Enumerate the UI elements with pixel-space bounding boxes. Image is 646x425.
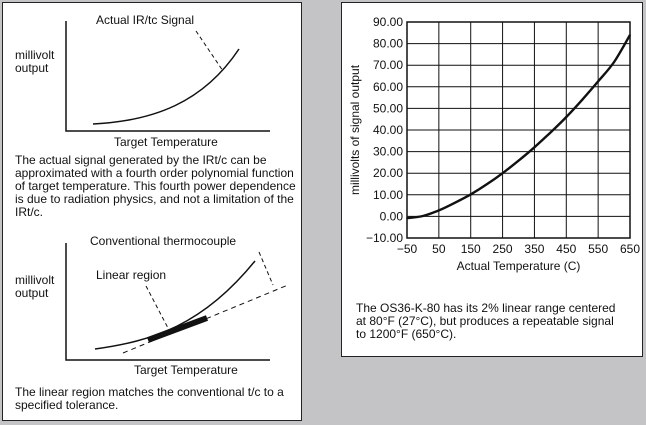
temperature-chart: −10.00 0.00 10.00 20.00 30.00 40.00 50.00 60.00… — [348, 15, 640, 273]
diagram2-axes — [65, 243, 270, 361]
concept-diagrams — [65, 21, 289, 361]
series-line — [406, 34, 632, 220]
concept-panel: Actual IR/tc Signal millivolt output Tar… — [2, 2, 302, 421]
diagram2-linear-region — [146, 315, 209, 343]
diagram1-xlabel: Target Temperature — [114, 135, 218, 149]
series-point — [485, 183, 488, 186]
series-point — [533, 146, 536, 149]
chart-caption: The OS36-K-80 has its 2% linear range ce… — [356, 301, 616, 341]
diagram1-axes — [65, 21, 270, 132]
series-point — [422, 215, 424, 217]
x-tick-label: 150 — [461, 242, 481, 256]
series-point — [469, 193, 472, 196]
diagram2-linear-label: Linear region — [96, 268, 167, 282]
diagram1-ylabel-line1: millivolt — [15, 48, 55, 62]
paragraph2: The linear region matches the convention… — [15, 385, 284, 412]
x-tick-label: 550 — [588, 242, 608, 256]
y-tick-label: 40.00 — [373, 123, 403, 137]
series-point — [501, 172, 504, 174]
x-tick-label: 450 — [556, 242, 576, 256]
plot-frame — [406, 21, 631, 239]
diagram2-ylabel-line2: output — [15, 286, 49, 300]
diagram2-xlabel: Target Temperature — [134, 363, 238, 377]
paragraph1: The actual signal generated by the IRt/c… — [15, 153, 296, 219]
series-point — [549, 131, 552, 134]
diagram1-signal-curve — [92, 48, 240, 125]
x-tick-label: 350 — [524, 242, 544, 256]
x-tick-label: −50 — [397, 242, 418, 256]
series-point — [613, 61, 615, 63]
x-tick-label: 250 — [493, 242, 513, 256]
y-tick-label: −10.00 — [366, 231, 403, 245]
y-tick-label: 80.00 — [373, 37, 403, 51]
diagram2-leader-linear — [145, 285, 169, 329]
diagram1-leader-line — [195, 30, 224, 72]
diagram1-ylabel-line2: output — [15, 61, 49, 75]
x-tick-label: 650 — [620, 242, 640, 256]
diagram2-thermocouple-label: Conventional thermocouple — [90, 234, 237, 248]
series-point — [438, 209, 440, 212]
series-point — [453, 201, 456, 204]
y-tick-label: 30.00 — [373, 145, 403, 159]
y-tick-label: 0.00 — [380, 209, 404, 223]
y-tick-label: 70.00 — [373, 58, 403, 72]
x-axis-label: Actual Temperature (C) — [457, 259, 581, 273]
x-tick-label: 50 — [432, 242, 446, 256]
y-tick-label: 10.00 — [373, 188, 403, 202]
diagram2-leader-thermocouple — [258, 251, 274, 286]
y-tick-label: 20.00 — [373, 166, 403, 180]
series-point — [629, 34, 631, 36]
y-tick-label: 50.00 — [373, 101, 403, 115]
y-tick-label: 60.00 — [373, 80, 403, 94]
y-tick-label: 90.00 — [373, 15, 403, 29]
diagram1-signal-label: Actual IR/tc Signal — [96, 13, 195, 27]
series-point — [597, 80, 599, 83]
y-axis-label: millivolts of signal output — [348, 64, 362, 195]
series-point — [565, 116, 568, 118]
diagram2-ylabel-line1: millivolt — [15, 273, 55, 287]
series-point — [517, 159, 520, 162]
series-point — [581, 98, 584, 101]
series-point — [406, 217, 408, 219]
chart-panel: −10.00 0.00 10.00 20.00 30.00 40.00 50.00 60.00… — [341, 2, 643, 357]
